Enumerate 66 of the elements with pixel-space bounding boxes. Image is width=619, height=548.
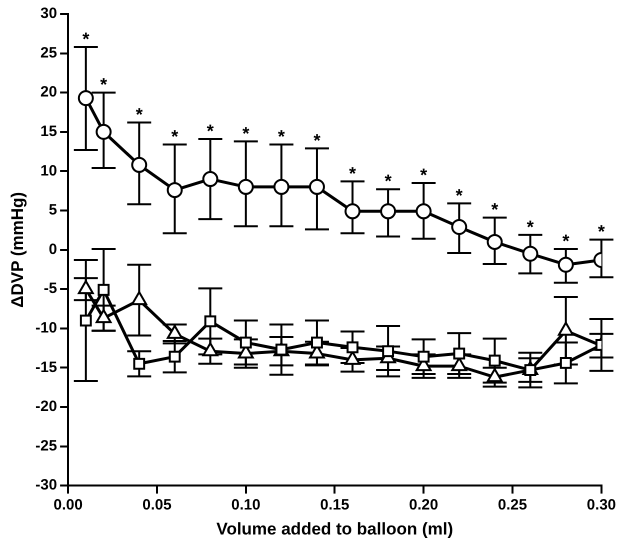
point — [98, 284, 110, 296]
y-tick-label: -20 — [35, 398, 58, 416]
y-tick-label: 15 — [40, 123, 58, 140]
point — [453, 348, 466, 360]
annotation: * — [349, 163, 356, 184]
annotation: * — [171, 126, 178, 146]
y-tick-label: 10 — [40, 162, 58, 180]
annotation: * — [82, 28, 90, 49]
annotation: * — [136, 104, 143, 124]
point — [416, 203, 432, 220]
x-tick-label: 0.20 — [409, 496, 438, 514]
y-tick-label: -25 — [35, 437, 58, 454]
annotation: * — [562, 230, 570, 251]
point — [311, 336, 323, 348]
point — [238, 178, 254, 195]
x-tick-label: 0.10 — [231, 496, 260, 514]
point — [273, 178, 290, 195]
x-tick-label: 0.30 — [586, 496, 616, 514]
y-axis-title: ΔDVP (mmHg) — [8, 192, 27, 308]
point — [204, 315, 216, 328]
y-tick-label: 5 — [48, 202, 58, 219]
point — [418, 350, 430, 363]
y-tick-label: -5 — [44, 280, 58, 298]
point — [382, 345, 394, 358]
annotation: * — [384, 171, 392, 192]
annotation: * — [206, 120, 214, 141]
annotation: * — [100, 74, 108, 95]
point — [486, 234, 503, 250]
y-tick-label: 25 — [40, 44, 58, 62]
point — [344, 203, 361, 220]
annotation: * — [526, 216, 534, 237]
point — [166, 182, 183, 198]
point — [133, 358, 146, 370]
point — [80, 314, 92, 326]
point — [202, 171, 218, 188]
point — [346, 341, 358, 354]
point — [78, 90, 94, 106]
point — [96, 124, 112, 140]
annotation: * — [278, 126, 285, 146]
annotation: * — [456, 185, 463, 206]
point — [240, 336, 252, 348]
point — [131, 156, 148, 173]
point — [560, 357, 572, 369]
x-axis-title: Volume added to balloon (ml) — [216, 519, 454, 538]
point — [558, 256, 574, 273]
annotation: * — [242, 123, 250, 144]
point — [522, 246, 538, 262]
y-tick-label: 20 — [40, 84, 58, 101]
annotation: * — [491, 200, 498, 220]
point — [380, 203, 396, 220]
point — [168, 350, 181, 363]
x-tick-label: 0.05 — [142, 496, 172, 514]
point — [451, 219, 468, 236]
y-tick-label: -15 — [35, 358, 58, 376]
point — [308, 178, 325, 195]
x-tick-label: 0.00 — [53, 496, 83, 514]
y-tick-label: 30 — [40, 5, 58, 22]
y-tick-label: 0 — [48, 240, 58, 258]
annotation: * — [598, 222, 605, 242]
x-tick-label: 0.25 — [498, 496, 528, 514]
annotation: * — [420, 164, 428, 185]
y-tick-label: -30 — [35, 476, 58, 494]
y-tick-label: -10 — [35, 320, 58, 337]
x-tick-label: 0.15 — [320, 496, 350, 514]
point — [488, 354, 501, 367]
annotation: * — [313, 130, 320, 150]
